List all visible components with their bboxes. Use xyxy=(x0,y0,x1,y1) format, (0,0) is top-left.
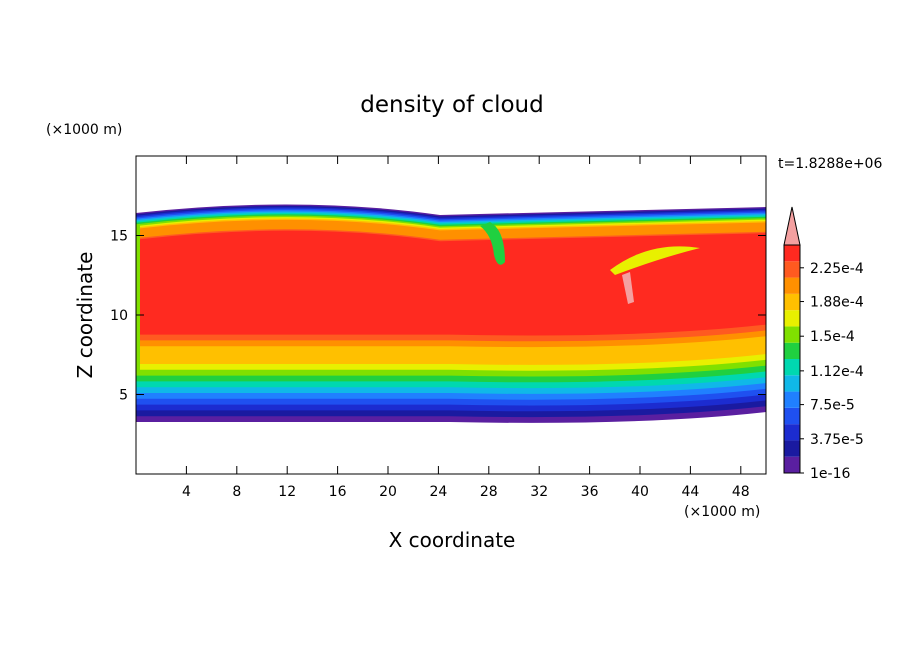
x-tick-label: 36 xyxy=(581,484,599,500)
colorbar-band xyxy=(784,424,800,441)
contour-field xyxy=(136,204,766,423)
colorbar-band xyxy=(784,310,800,327)
colorbar-band xyxy=(784,456,800,473)
x-tick-label: 12 xyxy=(278,484,296,500)
chart-title: density of cloud xyxy=(360,92,543,118)
colorbar-label: 1e-16 xyxy=(810,466,850,482)
time-label: t=1.8288e+06 xyxy=(778,156,882,172)
contour-band xyxy=(610,246,700,275)
y-tick-label: 10 xyxy=(110,308,128,324)
colorbar-band xyxy=(784,407,800,425)
colorbar-band xyxy=(784,440,800,457)
colorbar-band xyxy=(784,342,800,359)
colorbar-overflow xyxy=(783,206,801,246)
colorbar-label: 2.25e-4 xyxy=(810,261,864,277)
colorbar-band xyxy=(784,375,800,392)
x-tick-label: 16 xyxy=(329,484,347,500)
contour-band xyxy=(480,222,505,265)
x-unit: (×1000 m) xyxy=(684,504,760,520)
colorbar-label: 1.88e-4 xyxy=(810,295,864,311)
x-tick-label: 4 xyxy=(182,484,191,500)
colorbar-label: 1.12e-4 xyxy=(810,364,864,380)
x-tick-label: 20 xyxy=(379,484,397,500)
x-axis-label: X coordinate xyxy=(389,528,516,552)
colorbar-band xyxy=(784,359,800,376)
colorbar-label: 7.5e-5 xyxy=(810,398,855,414)
colorbar-label: 1.5e-4 xyxy=(810,329,855,345)
x-tick-label: 24 xyxy=(429,484,447,500)
colorbar-band xyxy=(784,293,800,311)
x-tick-label: 32 xyxy=(530,484,548,500)
colorbar-band xyxy=(784,391,800,408)
colorbar-frame xyxy=(783,244,801,474)
y-unit: (×1000 m) xyxy=(46,122,122,138)
y-tick-label: 5 xyxy=(119,388,128,404)
y-tick-label: 15 xyxy=(110,229,128,245)
x-tick-label: 44 xyxy=(681,484,699,500)
colorbar-band xyxy=(784,326,800,343)
contour-band xyxy=(140,230,766,336)
colorbar-band xyxy=(784,277,800,294)
colorbar-band xyxy=(784,261,800,278)
x-tick-label: 8 xyxy=(232,484,241,500)
x-tick-label: 40 xyxy=(631,484,649,500)
x-tick-label: 48 xyxy=(732,484,750,500)
contour-band xyxy=(622,272,634,304)
colorbar-label: 3.75e-5 xyxy=(810,432,864,448)
colorbar-band xyxy=(784,245,800,262)
y-axis-label: Z coordinate xyxy=(73,252,97,379)
x-tick-label: 28 xyxy=(480,484,498,500)
